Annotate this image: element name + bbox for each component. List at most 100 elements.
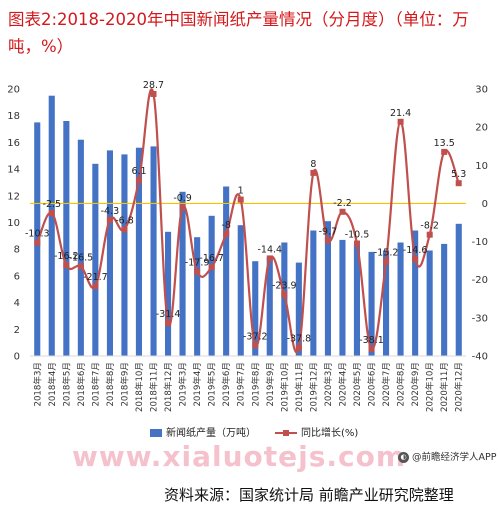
bar-25 (383, 250, 390, 356)
growth-label-27: -14.6 (403, 245, 428, 256)
growth-marker-10 (165, 320, 172, 327)
right-tick-label: 20 (475, 123, 488, 134)
growth-label-3: -16.2 (54, 251, 79, 262)
x-tick-label: 2020年5月 (351, 362, 363, 407)
bar-27 (412, 230, 419, 356)
source-note: 资料来源：国家统计局 前瞻产业研究院整理 (164, 486, 454, 504)
left-tick-label: 4 (14, 298, 20, 309)
growth-label-21: -9.7 (319, 226, 338, 237)
bar-26 (397, 242, 404, 356)
bar-20 (310, 230, 317, 356)
x-tick-label: 2020年3月 (322, 362, 334, 407)
growth-marker-20 (310, 169, 317, 176)
growth-label-17: -14.4 (258, 244, 283, 255)
growth-label-10: -31.4 (156, 309, 181, 320)
left-tick-label: 6 (14, 271, 20, 282)
bar-9 (150, 146, 157, 356)
left-tick-label: 18 (7, 111, 20, 122)
right-tick-label: 0 (482, 199, 488, 210)
x-tick-label: 2020年7月 (380, 362, 392, 407)
growth-label-28: -8.2 (420, 221, 439, 232)
x-tick-label: 2018年7月 (89, 362, 101, 407)
bar-3 (63, 121, 70, 356)
right-tick-label: 10 (475, 161, 488, 172)
x-tick-label: 2019年10月 (278, 362, 290, 412)
x-tick-label: 2019年5月 (206, 362, 218, 407)
bar-2 (48, 95, 55, 356)
growth-label-1: -10.3 (25, 229, 50, 240)
left-tick-label: 16 (7, 138, 20, 149)
x-tick-label: 2018年6月 (75, 362, 87, 407)
growth-label-7: -6.8 (115, 215, 134, 226)
growth-label-15: 1 (238, 186, 244, 197)
data-labels: -10.3 -2.5 -16.2-16.5 -21.7 -4.3-6.8 6.1 28.7 -… (25, 80, 466, 346)
growth-label-9: 28.7 (143, 80, 164, 91)
growth-marker-11 (179, 203, 186, 210)
bar-10 (165, 231, 172, 356)
growth-marker-1 (34, 239, 41, 246)
growth-label-19: -37.8 (287, 334, 312, 345)
bar-6 (106, 150, 113, 356)
growth-line (36, 88, 460, 354)
growth-label-26: 21.4 (390, 108, 411, 119)
bar-17 (266, 257, 273, 356)
bar-28 (426, 250, 433, 356)
bar-12 (194, 237, 201, 356)
growth-marker-19 (295, 344, 302, 351)
growth-marker-15 (237, 196, 244, 203)
x-tick-label: 2018年12月 (162, 362, 174, 412)
bar-1 (34, 122, 41, 357)
app-tag: ◐ @前瞻经济学人APP (398, 449, 496, 463)
x-tick-label: 2020年11月 (438, 362, 450, 412)
x-tick-label: 2018年4月 (46, 362, 58, 407)
growth-label-4: -16.5 (69, 252, 94, 263)
bar-13 (208, 215, 215, 356)
watermark-text: www.xialuotejs.com (72, 440, 407, 473)
growth-marker-27 (412, 256, 419, 263)
bar-18 (281, 242, 288, 356)
growth-label-23: -10.5 (345, 230, 370, 241)
x-tick-label: 2018年11月 (148, 362, 160, 412)
growth-marker-24 (368, 345, 375, 352)
right-tick-label: -30 (472, 313, 488, 324)
growth-marker-25 (383, 258, 390, 265)
growth-label-24: -38.1 (359, 335, 384, 346)
right-tick-label: -40 (472, 352, 488, 363)
bar-series (34, 95, 462, 357)
bar-21 (324, 221, 331, 356)
x-tick-label: 2019年6月 (220, 362, 232, 407)
x-tick-label: 2019年8月 (249, 362, 261, 407)
right-tick-label: 30 (475, 85, 488, 96)
growth-marker-18 (281, 291, 288, 298)
growth-label-6: -4.3 (101, 206, 120, 217)
growth-marker-26 (397, 118, 404, 125)
growth-label-8: 6.1 (131, 166, 146, 177)
x-tick-label: 2019年11月 (293, 362, 305, 412)
growth-label-11: -0.9 (173, 193, 192, 204)
growth-label-25: -15.2 (374, 247, 399, 258)
bar-15 (237, 225, 244, 356)
growth-marker-22 (339, 208, 346, 215)
growth-label-22: -2.2 (333, 198, 352, 209)
bar-23 (353, 243, 360, 356)
x-tick-label: 2019年9月 (264, 362, 276, 407)
left-tick-label: 12 (7, 191, 20, 202)
legend-item-bar: 新闻纸产量（万吨） (150, 424, 256, 439)
growth-marker-13 (208, 264, 215, 271)
line-series (34, 88, 462, 354)
x-tick-label: 2018年8月 (104, 362, 116, 407)
left-tick-label: 2 (14, 325, 20, 336)
growth-marker-6 (106, 216, 113, 223)
growth-marker-21 (324, 237, 331, 244)
x-tick-label: 2019年4月 (191, 362, 203, 407)
bar-19 (295, 262, 302, 356)
x-tick-label: 2018年10月 (133, 362, 145, 412)
growth-marker-30 (455, 180, 462, 187)
growth-marker-23 (354, 240, 360, 247)
growth-label-18: -23.9 (272, 281, 297, 292)
right-tick-label: -10 (472, 237, 488, 248)
bar-30 (455, 223, 462, 356)
bar-14 (223, 186, 230, 356)
x-tick-label: 2018年9月 (119, 362, 131, 407)
